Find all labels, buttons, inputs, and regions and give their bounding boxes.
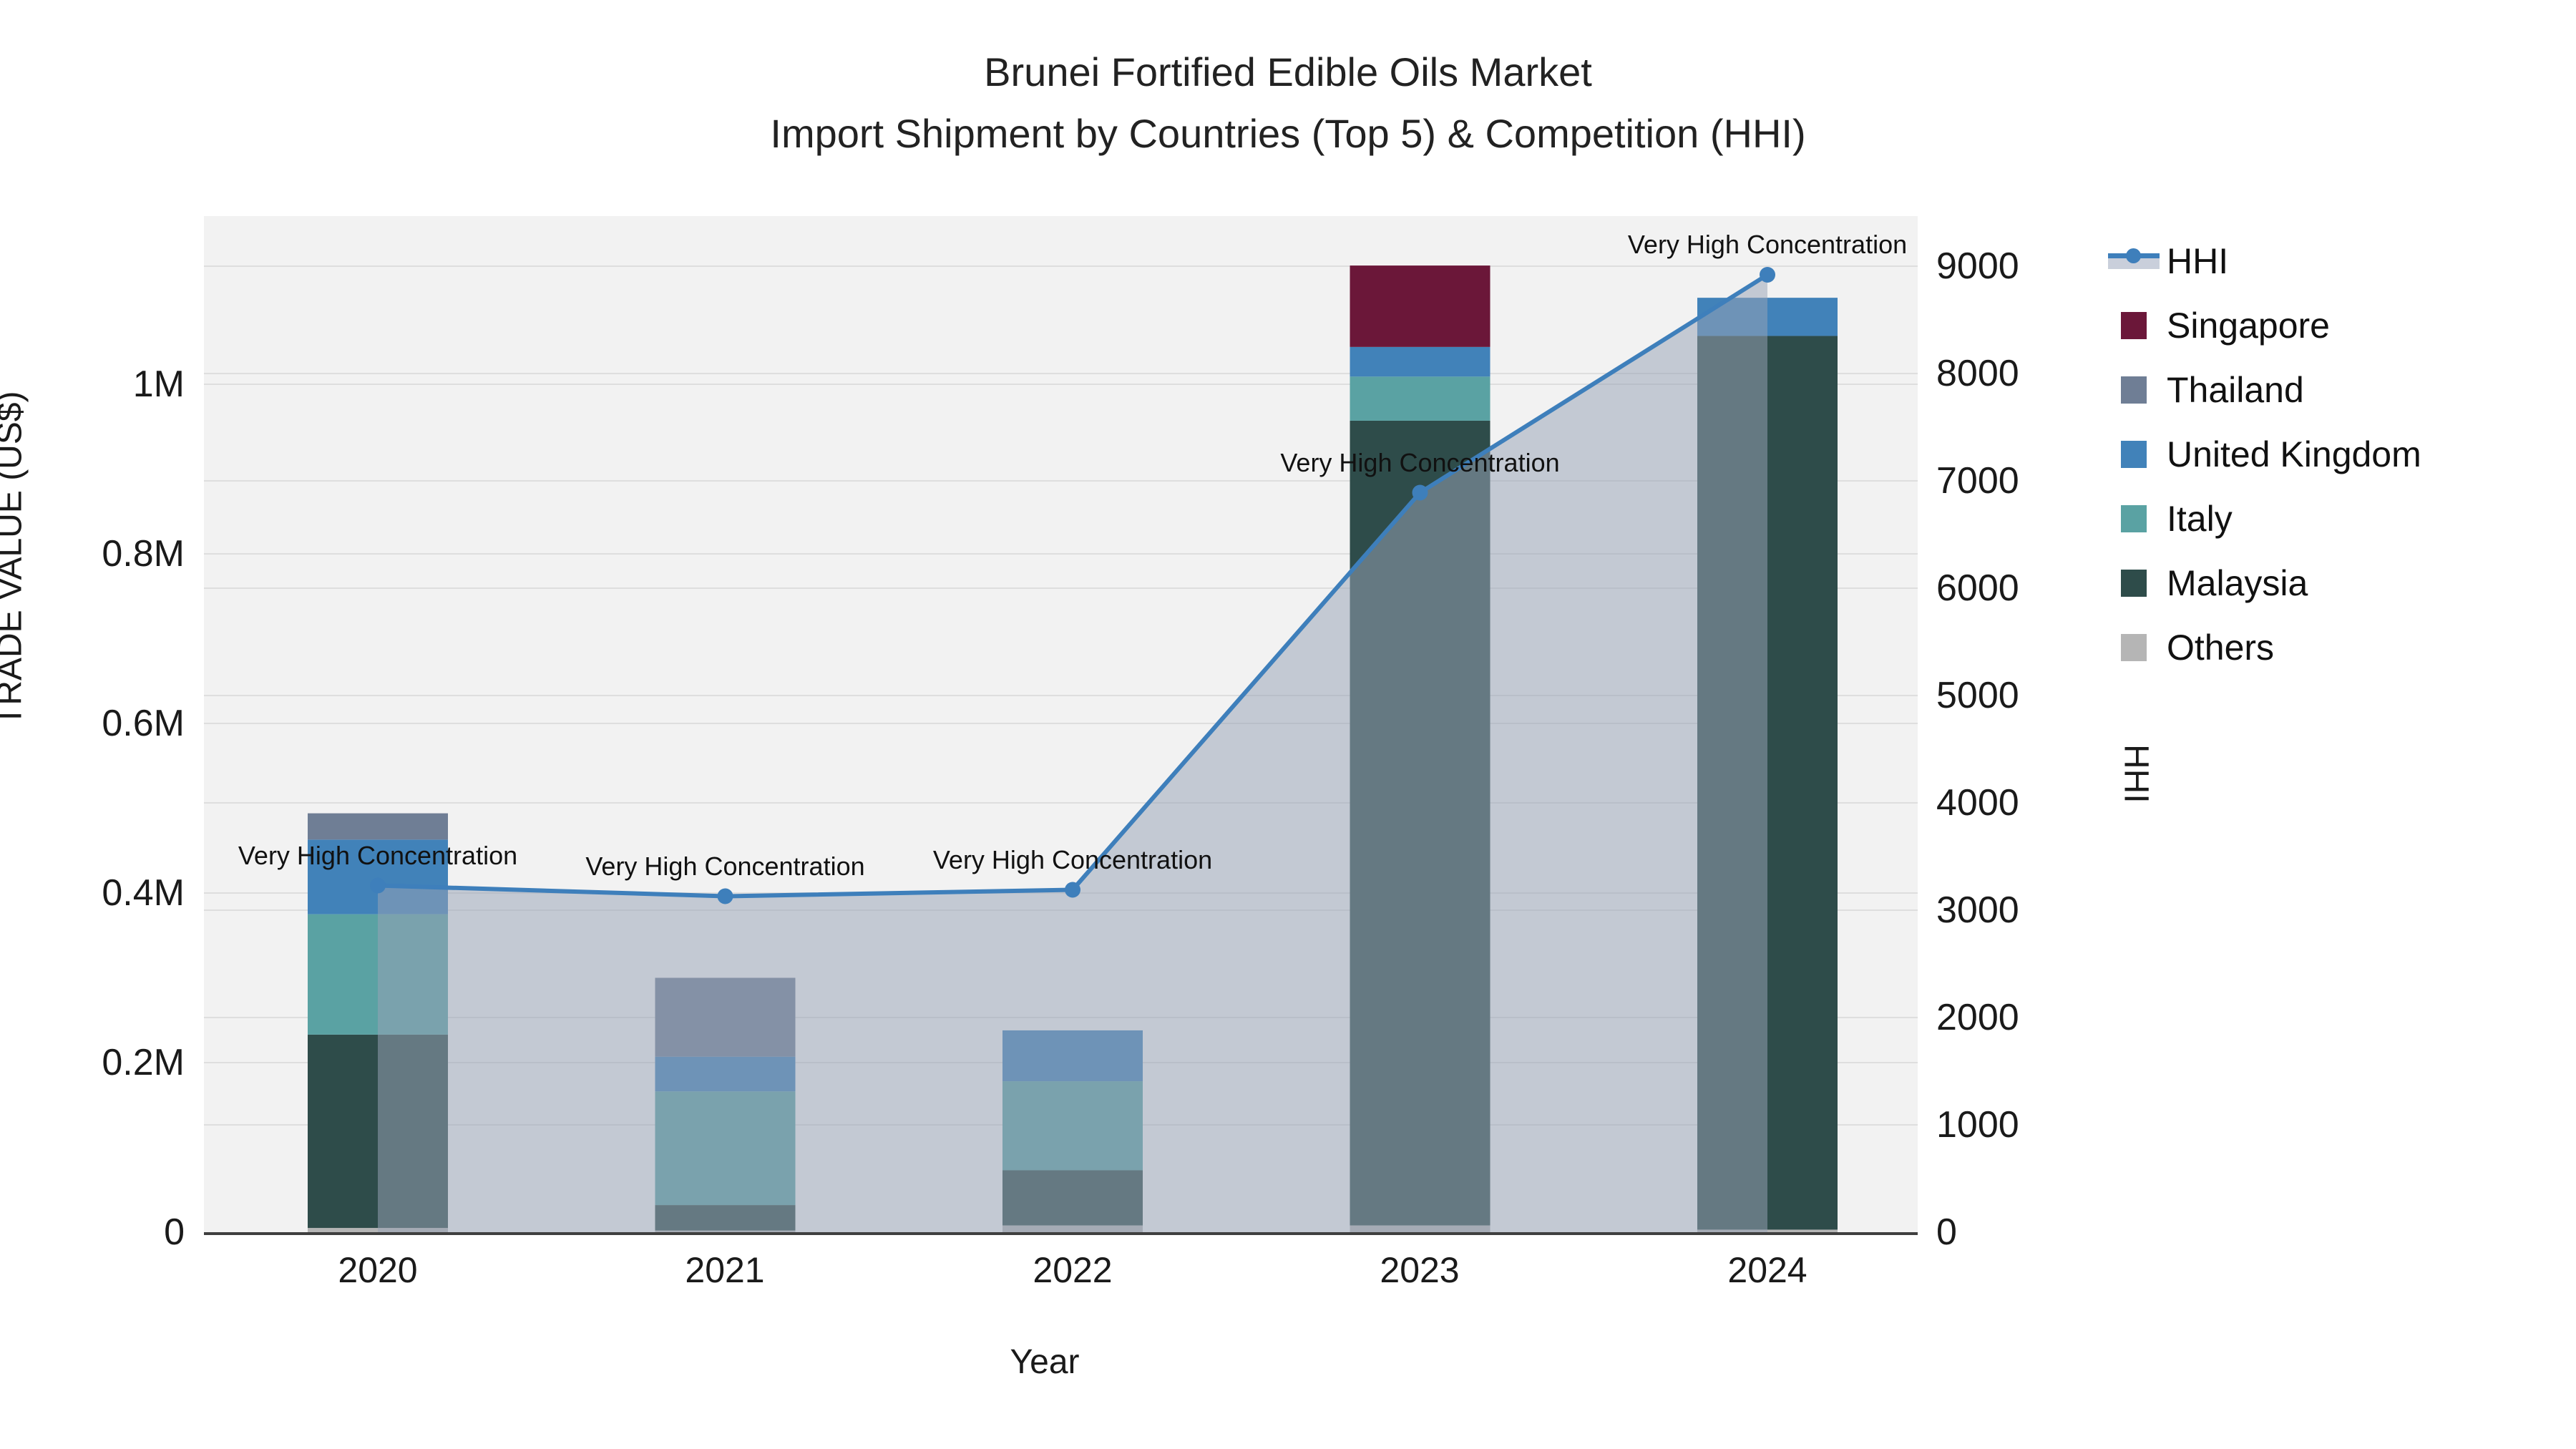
xtick-2024: 2024: [1727, 1250, 1807, 1290]
xtick-2020: 2020: [338, 1250, 418, 1290]
legend-label: HHI: [2167, 241, 2229, 281]
yaxis-right-title: HHI: [2117, 744, 2155, 804]
bar-segment: [1350, 265, 1491, 347]
ytick-left-1m: 1M: [132, 364, 185, 405]
ytick-right-4000: 4000: [1936, 782, 2019, 824]
ytick-left-04m: 0.4M: [102, 872, 185, 914]
annotation-2021: Very High Concentration: [585, 851, 865, 881]
chart-subtitle: Import Shipment by Countries (Top 5) & C…: [770, 111, 1806, 156]
annotation-2020: Very High Concentration: [238, 840, 518, 870]
annotation-2024: Very High Concentration: [1627, 230, 1908, 259]
ytick-right-2000: 2000: [1936, 997, 2019, 1038]
annotation-2022: Very High Concentration: [932, 844, 1213, 874]
bar-segment: [1350, 376, 1491, 421]
ytick-right-8000: 8000: [1936, 353, 2019, 394]
thailand-swatch-icon: [2121, 376, 2147, 404]
ytick-right-1000: 1000: [1936, 1104, 2019, 1146]
ytick-left-08m: 0.8M: [102, 533, 185, 575]
legend-label: Others: [2167, 628, 2275, 668]
hhi-line-icon: [2108, 248, 2160, 269]
ytick-right-6000: 6000: [1936, 567, 2019, 609]
legend-label: Singapore: [2167, 306, 2330, 346]
ytick-right-9000: 9000: [1936, 245, 2019, 287]
xaxis-title: Year: [1010, 1343, 1080, 1381]
xtick-2021: 2021: [685, 1250, 765, 1290]
singapore-swatch-icon: [2121, 312, 2147, 339]
united-kingdom-swatch-icon: [2121, 441, 2147, 468]
xtick-2022: 2022: [1033, 1250, 1113, 1290]
xtick-2023: 2023: [1380, 1250, 1460, 1290]
ytick-right-3000: 3000: [1936, 889, 2019, 931]
malaysia-swatch-icon: [2121, 570, 2147, 597]
yaxis-left-title: TRADE VALUE (US$): [0, 391, 29, 726]
italy-swatch-icon: [2121, 505, 2147, 532]
ytick-left-06m: 0.6M: [102, 703, 185, 744]
legend-label: Malaysia: [2167, 563, 2308, 603]
ytick-right-0: 0: [1936, 1211, 1957, 1253]
ytick-right-5000: 5000: [1936, 675, 2019, 716]
legend-label: Thailand: [2167, 370, 2304, 410]
legend-label: Italy: [2167, 499, 2233, 539]
bar-segment: [308, 813, 448, 840]
chart-title: Brunei Fortified Edible Oils Market: [984, 49, 1592, 94]
bar-segment: [1350, 346, 1491, 377]
annotation-2023: Very High Concentration: [1280, 447, 1560, 477]
ytick-right-7000: 7000: [1936, 460, 2019, 502]
title-block: Brunei Fortified Edible Oils Market Impo…: [0, 42, 2576, 165]
others-swatch-icon: [2121, 634, 2147, 661]
legend-label: United Kingdom: [2167, 434, 2421, 474]
ytick-left-0: 0: [164, 1211, 185, 1253]
ytick-left-02m: 0.2M: [102, 1042, 185, 1083]
